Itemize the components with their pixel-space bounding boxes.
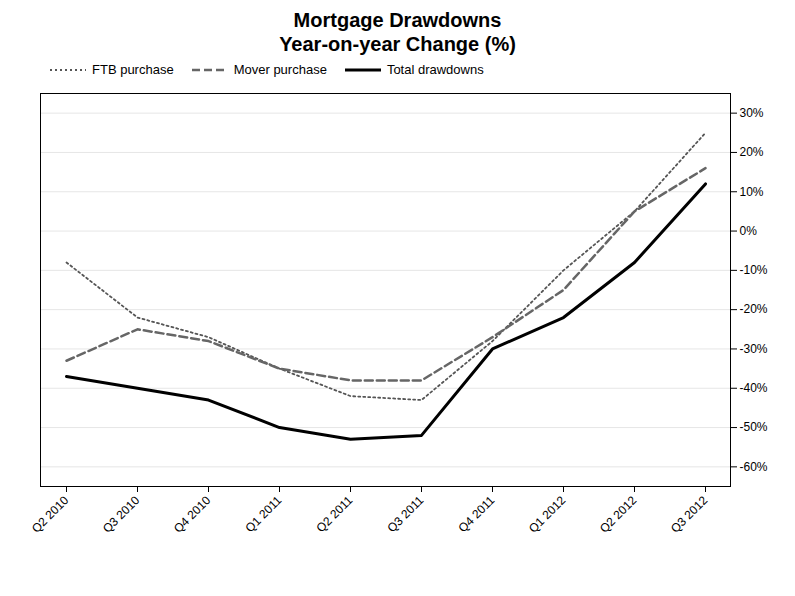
- html-text:Total drawdowns: Total drawdowns: [386, 62, 484, 77]
- svg-text:Q4 2010: Q4 2010: [171, 493, 214, 536]
- svg-text:30%: 30%: [740, 106, 764, 120]
- html-text:FTB purchase: FTB purchase: [92, 62, 174, 77]
- svg-text:Q1 2012: Q1 2012: [526, 493, 569, 536]
- svg-text:0%: 0%: [740, 224, 758, 238]
- svg-text:Q2 2011: Q2 2011: [314, 493, 356, 535]
- svg-text:Q3 2012: Q3 2012: [668, 493, 711, 536]
- svg-text:-50%: -50%: [740, 420, 768, 434]
- svg-text:20%: 20%: [740, 145, 764, 159]
- html-text:Mover purchase: Mover purchase: [233, 62, 327, 77]
- svg-text:Q3 2011: Q3 2011: [385, 493, 427, 535]
- svg-text:Q2 2010: Q2 2010: [29, 493, 72, 536]
- svg-text:10%: 10%: [740, 185, 764, 199]
- svg-text:-20%: -20%: [740, 302, 768, 316]
- svg-text:Q4 2011: Q4 2011: [456, 493, 498, 535]
- svg-text:Q3 2010: Q3 2010: [100, 493, 143, 536]
- html-text:Mortgage Drawdowns Year-on-yea: Mortgage Drawdowns Year-on-year Change (…: [279, 9, 516, 55]
- svg-text:-10%: -10%: [740, 263, 768, 277]
- svg-text:-40%: -40%: [740, 381, 768, 395]
- svg-text:-30%: -30%: [740, 342, 768, 356]
- svg-text:Q2 2012: Q2 2012: [597, 493, 640, 536]
- svg-text:-60%: -60%: [740, 460, 768, 474]
- svg-text:Q1 2011: Q1 2011: [243, 493, 285, 535]
